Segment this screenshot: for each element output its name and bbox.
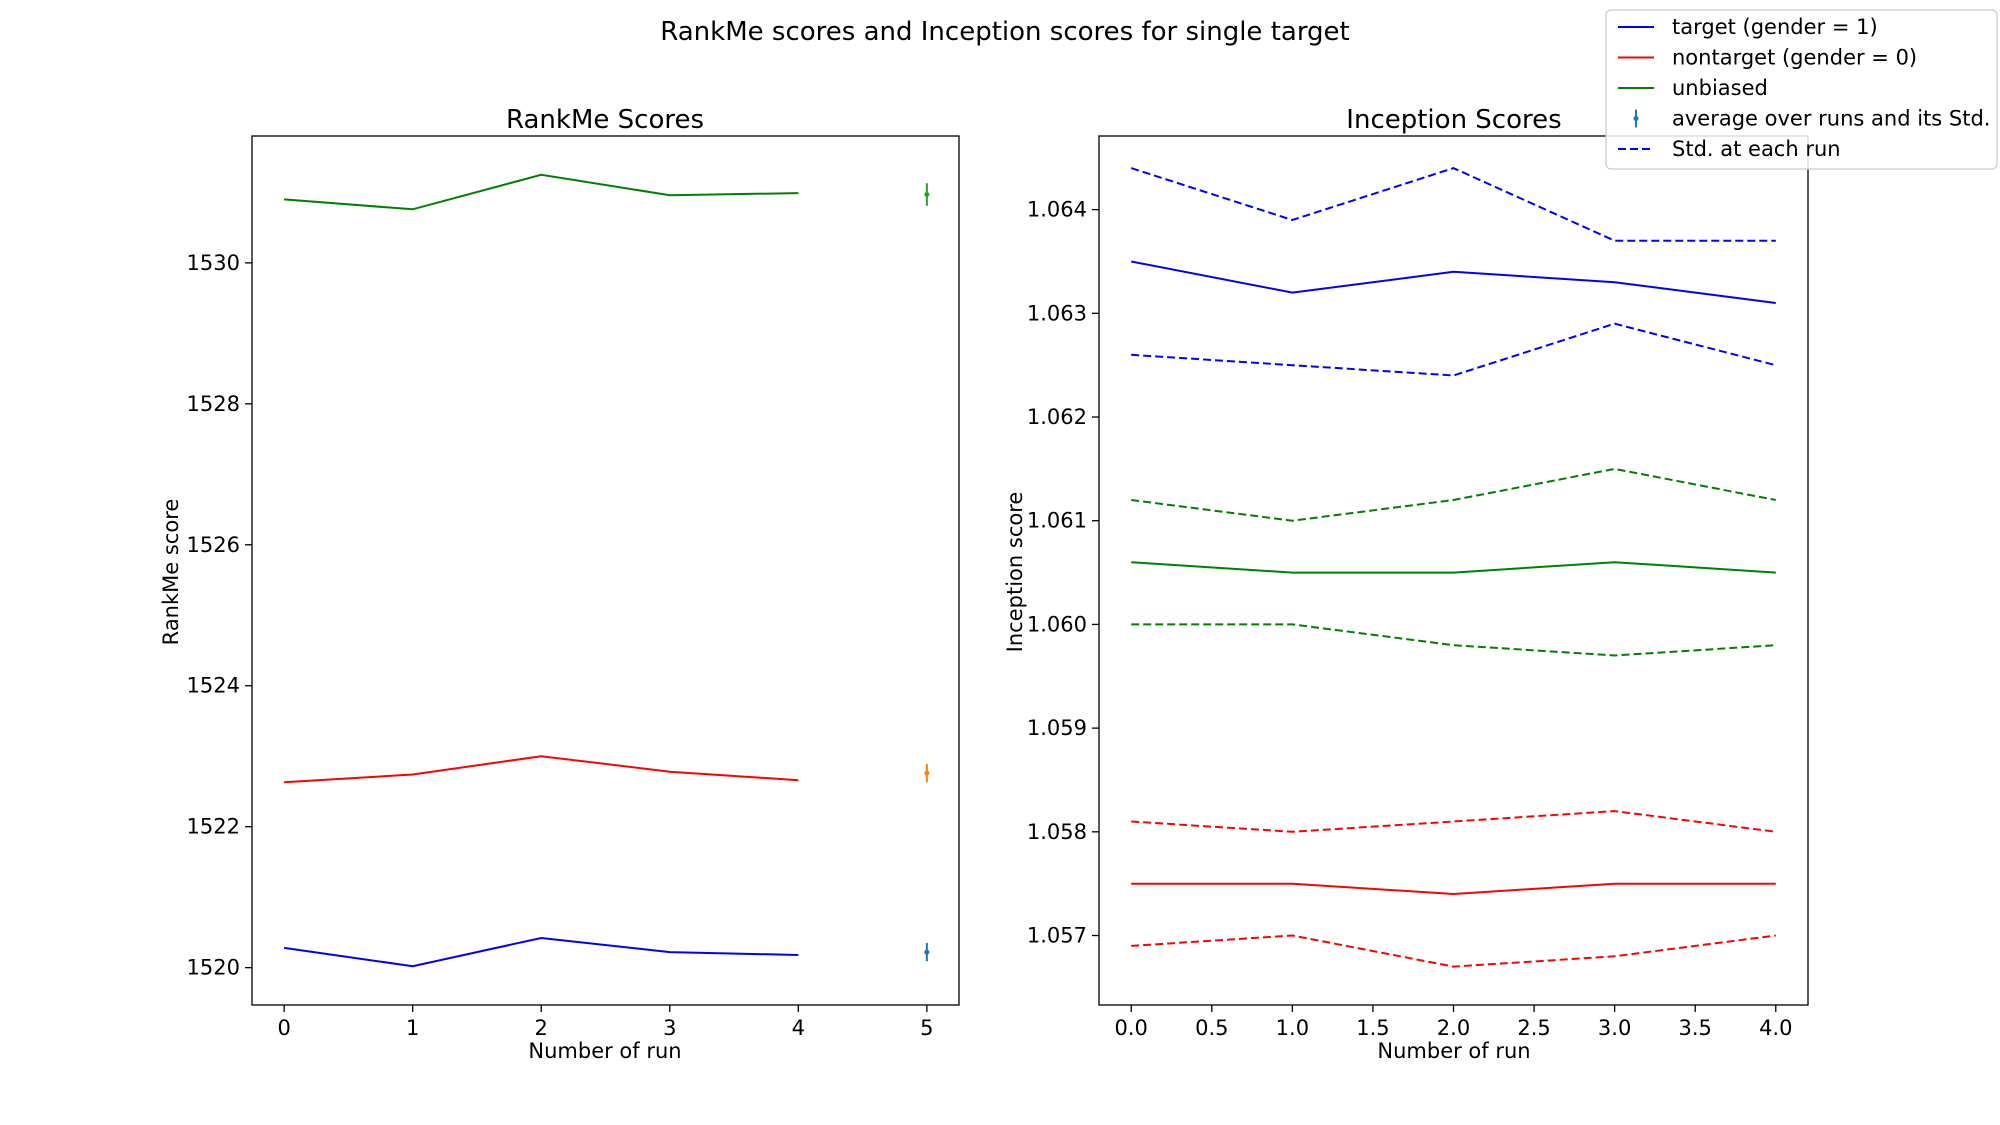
inception-y-tick-label: 1.057 xyxy=(1027,924,1087,948)
inception-x-tick-label: 3.5 xyxy=(1679,1016,1712,1040)
legend-swatch-point xyxy=(1633,116,1639,121)
rankme-y-tick-label: 1520 xyxy=(187,956,240,980)
inception-target-std-upper-line xyxy=(1130,167,1776,242)
inception-unbiased-line xyxy=(1131,561,1776,574)
inception-target-std-lower-line xyxy=(1131,322,1777,377)
inception-axes-frame xyxy=(1098,135,1809,1006)
inception-x-tick-label: 2.5 xyxy=(1517,1016,1550,1040)
rankme-y-tick-label: 1522 xyxy=(187,815,240,839)
rankme-nontarget-line xyxy=(284,755,799,784)
rankme-axes-frame xyxy=(251,135,960,1006)
rankme-target-average-point xyxy=(924,949,930,955)
inception-y-tick-label: 1.062 xyxy=(1027,405,1087,429)
rankme-x-tick-label: 3 xyxy=(663,1016,676,1040)
rankme-y-tick-label: 1530 xyxy=(187,251,240,275)
inception-y-tick-label: 1.058 xyxy=(1027,820,1087,844)
inception-x-tick-label: 3.0 xyxy=(1598,1016,1631,1040)
inception-nontarget-std-upper-line xyxy=(1131,810,1776,833)
rankme-unbiased-average-point xyxy=(924,191,930,197)
rankme-y-tick-label: 1528 xyxy=(187,392,240,416)
legend-label: average over runs and its Std. xyxy=(1672,107,1990,131)
rankme-x-tick-label: 1 xyxy=(406,1016,419,1040)
inception-y-tick-label: 1.061 xyxy=(1027,509,1087,533)
rankme-x-tick-label: 5 xyxy=(920,1016,933,1040)
rankme-y-tick-label: 1524 xyxy=(187,674,240,698)
inception-x-tick-label: 1.0 xyxy=(1276,1016,1309,1040)
rankme-axes-title: RankMe Scores xyxy=(506,105,704,135)
legend-label: target (gender = 1) xyxy=(1672,15,1878,39)
inception-target-line xyxy=(1131,260,1776,304)
inception-x-tick-label: 0.0 xyxy=(1115,1016,1148,1040)
inception-nontarget-line xyxy=(1131,882,1776,896)
inception-nontarget-std-lower-line xyxy=(1131,934,1776,968)
inception-unbiased-std-lower-line xyxy=(1131,623,1776,657)
rankme-y-axis-label: RankMe score xyxy=(159,499,183,646)
legend-label: Std. at each run xyxy=(1672,137,1841,161)
rankme-axes: RankMe Scores Number of run RankMe score… xyxy=(159,105,960,1063)
legend-label: unbiased xyxy=(1672,76,1768,100)
legend: target (gender = 1) nontarget (gender = 0… xyxy=(1605,9,1998,170)
legend-label: nontarget (gender = 0) xyxy=(1672,46,1917,70)
rankme-unbiased-line xyxy=(284,173,799,211)
inception-axes: Inception Scores Number of run Inception… xyxy=(1003,105,1809,1063)
inception-axes-title: Inception Scores xyxy=(1346,105,1561,135)
rankme-x-axis-label: Number of run xyxy=(528,1039,681,1063)
inception-y-axis-label: Inception score xyxy=(1003,492,1027,653)
inception-y-tick-label: 1.064 xyxy=(1027,198,1087,222)
rankme-x-tick-label: 0 xyxy=(277,1016,290,1040)
inception-x-tick-label: 2.0 xyxy=(1437,1016,1470,1040)
legend-box xyxy=(1605,9,1998,170)
figure-title: RankMe scores and Inception scores for s… xyxy=(660,17,1350,47)
inception-y-tick-label: 1.060 xyxy=(1027,612,1087,636)
inception-unbiased-std-upper-line xyxy=(1131,467,1776,522)
rankme-y-tick-label: 1526 xyxy=(187,533,240,557)
inception-x-tick-label: 0.5 xyxy=(1195,1016,1228,1040)
inception-x-axis-label: Number of run xyxy=(1377,1039,1530,1063)
rankme-nontarget-average-point xyxy=(924,770,930,776)
inception-y-tick-label: 1.059 xyxy=(1027,716,1087,740)
inception-x-tick-label: 1.5 xyxy=(1356,1016,1389,1040)
inception-y-tick-label: 1.063 xyxy=(1027,301,1087,325)
inception-x-tick-label: 4.0 xyxy=(1759,1016,1792,1040)
rankme-target-line xyxy=(283,936,799,968)
rankme-x-tick-label: 2 xyxy=(535,1016,548,1040)
rankme-x-tick-label: 4 xyxy=(792,1016,805,1040)
